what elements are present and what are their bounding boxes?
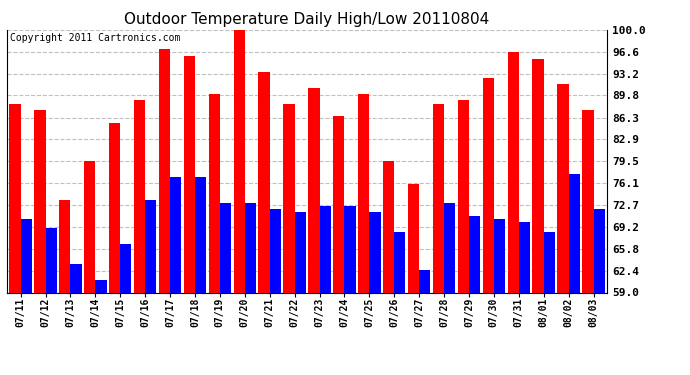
Bar bbox=[70, 264, 81, 292]
Bar bbox=[234, 30, 245, 292]
Bar bbox=[408, 184, 419, 292]
Bar bbox=[134, 100, 145, 292]
Bar bbox=[195, 177, 206, 292]
Bar bbox=[109, 123, 120, 292]
Bar bbox=[483, 78, 494, 292]
Bar bbox=[184, 56, 195, 292]
Text: Copyright 2011 Cartronics.com: Copyright 2011 Cartronics.com bbox=[10, 33, 180, 43]
Bar bbox=[582, 110, 593, 292]
Bar bbox=[358, 94, 369, 292]
Bar bbox=[259, 72, 270, 292]
Title: Outdoor Temperature Daily High/Low 20110804: Outdoor Temperature Daily High/Low 20110… bbox=[124, 12, 490, 27]
Bar bbox=[419, 270, 431, 292]
Bar bbox=[544, 232, 555, 292]
Bar bbox=[533, 59, 544, 292]
Bar bbox=[21, 219, 32, 292]
Bar bbox=[433, 104, 444, 292]
Bar bbox=[84, 161, 95, 292]
Bar bbox=[569, 174, 580, 292]
Bar bbox=[46, 228, 57, 292]
Bar bbox=[270, 209, 281, 292]
Bar bbox=[308, 88, 319, 292]
Bar bbox=[369, 213, 380, 292]
Bar bbox=[457, 100, 469, 292]
Bar bbox=[333, 116, 344, 292]
Bar bbox=[344, 206, 355, 292]
Bar bbox=[469, 216, 480, 292]
Bar bbox=[444, 203, 455, 292]
Bar bbox=[394, 232, 406, 292]
Bar bbox=[159, 49, 170, 292]
Bar bbox=[10, 104, 21, 292]
Bar bbox=[593, 209, 604, 292]
Bar bbox=[319, 206, 331, 292]
Bar bbox=[34, 110, 46, 292]
Bar bbox=[284, 104, 295, 292]
Bar bbox=[295, 213, 306, 292]
Bar bbox=[508, 53, 519, 292]
Bar bbox=[120, 244, 131, 292]
Bar bbox=[558, 84, 569, 292]
Bar bbox=[208, 94, 220, 292]
Bar bbox=[145, 200, 157, 292]
Bar bbox=[519, 222, 530, 292]
Bar bbox=[220, 203, 231, 292]
Bar bbox=[383, 161, 394, 292]
Bar bbox=[59, 200, 70, 292]
Bar bbox=[245, 203, 256, 292]
Bar bbox=[170, 177, 181, 292]
Bar bbox=[95, 280, 106, 292]
Bar bbox=[494, 219, 505, 292]
